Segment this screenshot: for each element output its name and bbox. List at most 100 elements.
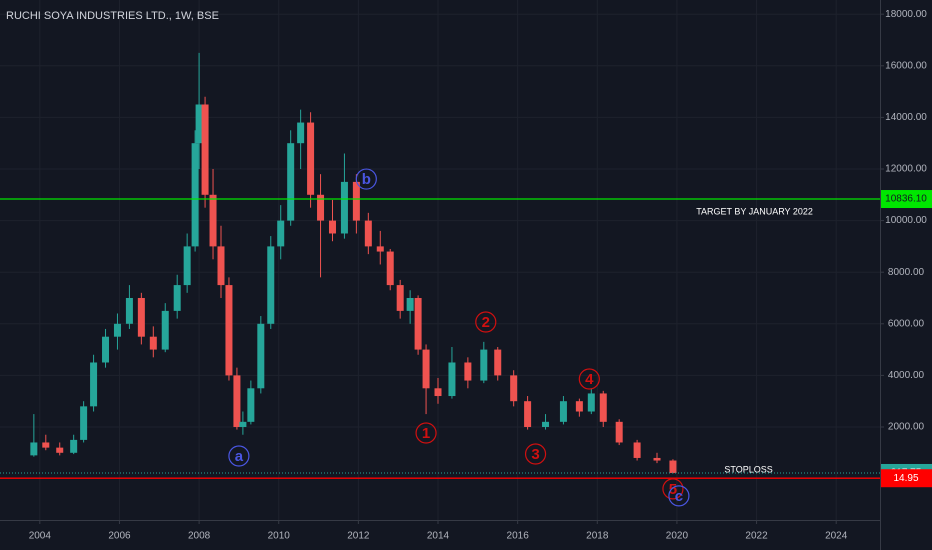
- candle-body: [191, 143, 199, 247]
- candle-body: [217, 246, 225, 286]
- candle-body: [307, 122, 315, 195]
- wave-label: 2: [482, 314, 490, 331]
- candle-body: [70, 439, 78, 453]
- wave-label: 3: [531, 446, 539, 463]
- candle-body: [80, 406, 88, 440]
- y-tick-label: 8000.00: [888, 267, 925, 278]
- candle-body: [396, 285, 404, 311]
- candle-body: [42, 442, 50, 448]
- candle-body: [209, 194, 217, 247]
- candle-body: [480, 349, 488, 381]
- candle-body: [267, 246, 275, 324]
- wave-circle: [415, 422, 437, 444]
- x-tick-label: 2014: [427, 531, 450, 542]
- candle-body: [559, 401, 567, 422]
- candle-body: [247, 388, 255, 422]
- candle-body: [233, 375, 241, 427]
- wave-circle: [355, 168, 377, 190]
- x-tick-label: 2022: [745, 531, 768, 542]
- wave-circle: [524, 443, 547, 465]
- candle-body: [328, 220, 336, 234]
- x-tick-label: 2024: [825, 531, 848, 542]
- candle-body: [575, 401, 583, 412]
- candle-body: [287, 143, 295, 221]
- candle-body: [340, 181, 348, 234]
- price-tag: [881, 190, 932, 209]
- candle-body: [633, 442, 641, 458]
- wave-label: a: [235, 448, 244, 465]
- y-tick-label: 16000.00: [885, 60, 927, 71]
- candle-body: [448, 362, 456, 397]
- chart-title: RUCHI SOYA INDUSTRIES LTD., 1W, BSE: [6, 10, 219, 22]
- candle-body: [669, 460, 677, 473]
- x-tick-label: 2018: [586, 531, 609, 542]
- candle-body: [317, 194, 325, 221]
- candle-body: [615, 421, 623, 443]
- candle-body: [90, 362, 98, 407]
- plot-area: [0, 0, 880, 520]
- candle-body: [125, 297, 133, 324]
- candle-body: [102, 336, 110, 363]
- candle-body: [225, 285, 233, 376]
- wave-circle: [662, 478, 684, 500]
- candle-body: [386, 251, 394, 286]
- candle-body: [173, 285, 181, 311]
- y-tick-label: 2000.00: [888, 422, 925, 433]
- price-tag-label: 14.95: [893, 473, 918, 484]
- x-tick-label: 2004: [29, 531, 52, 542]
- wave-circle: [578, 368, 600, 390]
- candle-body: [239, 421, 247, 427]
- candle-body: [510, 375, 518, 402]
- y-tick-label: 14000.00: [885, 112, 927, 123]
- price-tag-label: 10836.10: [885, 194, 927, 205]
- candle-body: [277, 220, 285, 247]
- x-tick-label: 2012: [347, 531, 370, 542]
- candle-body: [494, 349, 502, 376]
- candle-body: [137, 297, 145, 337]
- price-tag: [881, 469, 932, 488]
- candle-body: [30, 442, 38, 456]
- x-tick-label: 2010: [268, 531, 291, 542]
- candle-body: [364, 220, 372, 247]
- wave-label: c: [675, 488, 683, 505]
- candle-body: [56, 447, 64, 453]
- x-tick-label: 2016: [507, 531, 530, 542]
- wave-label: b: [362, 171, 371, 188]
- candle-body: [352, 181, 360, 221]
- candle-body: [257, 323, 265, 389]
- wave-label: 4: [585, 371, 594, 388]
- wave-label: 1: [422, 425, 430, 442]
- candle-body: [201, 104, 209, 195]
- candle-body: [183, 246, 191, 286]
- candle-body: [195, 104, 203, 144]
- candle-body: [113, 323, 121, 337]
- y-tick-label: 12000.00: [885, 164, 927, 175]
- candle-body: [599, 393, 607, 422]
- wave-label: 5: [669, 481, 677, 498]
- y-tick-label: 18000.00: [885, 9, 927, 20]
- candle-body: [542, 421, 550, 427]
- candle-body: [161, 310, 169, 350]
- candle-body: [149, 336, 157, 350]
- candle-body: [653, 457, 661, 461]
- candle-body: [434, 388, 442, 397]
- x-tick-label: 2006: [108, 531, 131, 542]
- y-tick-label: 6000.00: [888, 318, 925, 329]
- wave-circle: [228, 445, 250, 467]
- candle-body: [422, 349, 430, 389]
- candle-body: [376, 246, 384, 252]
- annotation: TARGET BY JANUARY 2022: [696, 206, 813, 216]
- wave-circle: [668, 485, 690, 507]
- candle-body: [587, 393, 595, 412]
- candle-body: [524, 401, 532, 427]
- candle-body: [464, 362, 472, 381]
- candle-body: [297, 122, 305, 144]
- wave-circle: [475, 311, 497, 333]
- y-tick-label: 4000.00: [888, 370, 925, 381]
- x-tick-label: 2008: [188, 531, 211, 542]
- candle-body: [414, 297, 422, 350]
- y-tick-label: 10000.00: [885, 215, 927, 226]
